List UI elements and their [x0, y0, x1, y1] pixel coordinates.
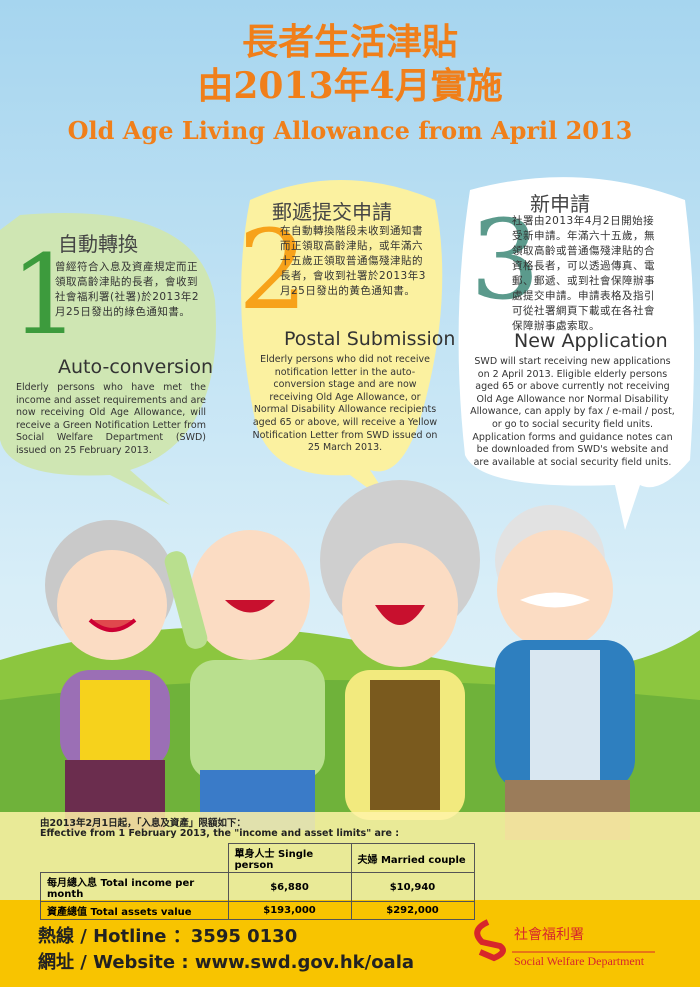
step-title-zh: 郵遞提交申請 [272, 200, 392, 224]
title-en: Old Age Living Allowance from April 2013 [67, 116, 633, 145]
limits-intro-zh: 由2013年2月1日起，「入息及資產」限額如下： [40, 818, 246, 829]
step-text-en: Elderly persons who have met the income … [16, 382, 206, 456]
header-cell: 單身人士 Single person [227, 843, 352, 873]
cell: $292,000 [350, 901, 475, 920]
row-label: 每月總入息 Total income per month [40, 872, 229, 902]
hotline: 熱線 / Hotline ：3595 0130 [38, 926, 298, 947]
limits-table: 單身人士 Single person 夫婦 Married couple 每月總… [40, 843, 475, 920]
step-text-zh: 社署由2013年4月2日開始接受新申請。年滿六十五歲，無領取高齡或普通傷殘津貼的… [512, 215, 655, 332]
limits-intro-en: Effective from 1 February 2013, the "inc… [40, 828, 400, 839]
step-title-en: New Application [514, 330, 668, 352]
step-text-zh: 在自動轉換階段未收到通知書而正領取高齡津貼，或年滿六十五歲正領取普通傷殘津貼的長… [280, 225, 426, 297]
step-title-zh: 自動轉換 [58, 232, 138, 256]
step-text-en: Elderly persons who did not receive noti… [252, 354, 438, 454]
cell: $6,880 [227, 872, 352, 902]
row-label: 資產總值 Total assets value [40, 901, 229, 920]
header-cell: 夫婦 Married couple [350, 843, 475, 873]
dept-en: Social Welfare Department [514, 954, 645, 968]
step-number: 1 [10, 231, 80, 359]
step-text-zh: 曾經符合入息及資產規定而正領取高齡津貼的長者，會收到社會福利署(社署)於2013… [55, 261, 200, 318]
website: 網址 / Website : www.swd.gov.hk/oala [38, 952, 415, 973]
step-title-en: Postal Submission [284, 328, 456, 350]
cell: $10,940 [350, 872, 475, 902]
title-zh-1: 長者生活津貼 [241, 21, 458, 63]
step-number: 2 [238, 206, 308, 334]
step-title-zh: 新申請 [530, 192, 590, 216]
step-text-en: SWD will start receiving new application… [470, 356, 675, 468]
dept-zh: 社會福利署 [514, 927, 584, 943]
step-number: 3 [470, 196, 540, 324]
step-title-en: Auto-conversion [58, 356, 214, 378]
cell: $193,000 [227, 901, 352, 920]
title-zh-2: 由2013年4月實施 [197, 65, 503, 107]
